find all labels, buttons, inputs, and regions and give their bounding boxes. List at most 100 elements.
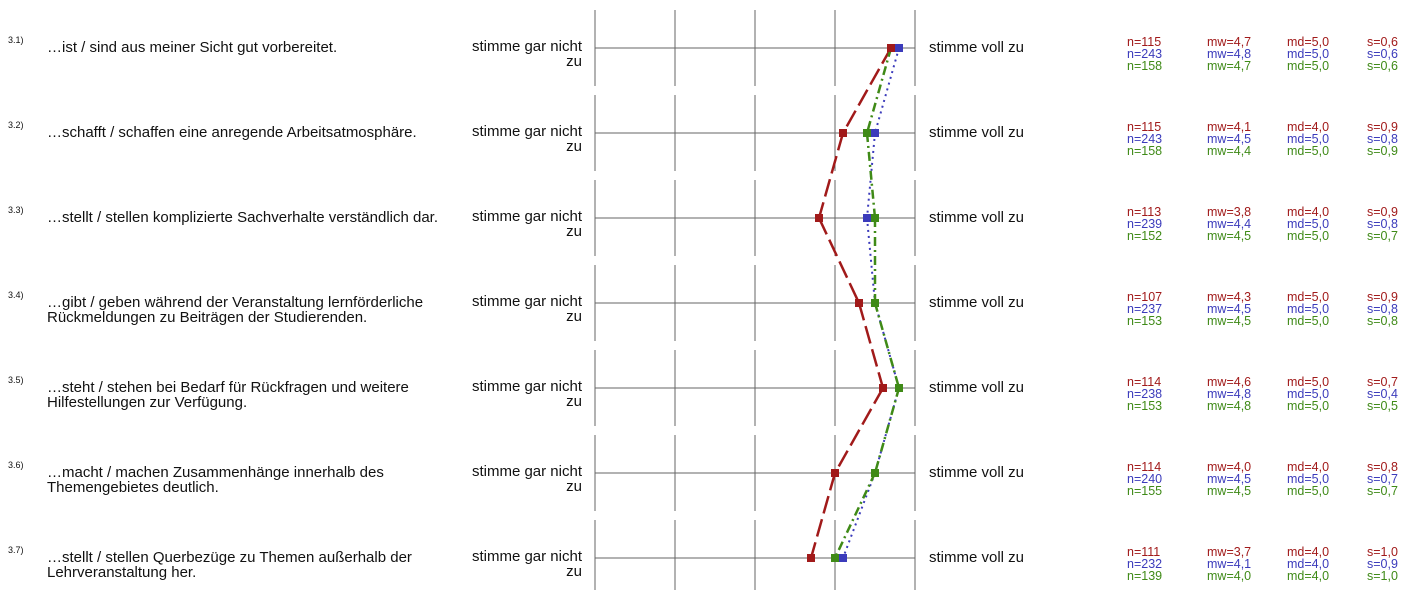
- stat-mw: mw=4,1: [1207, 557, 1252, 571]
- stat-mw: mw=4,7: [1207, 35, 1252, 49]
- series-1-point: [815, 214, 823, 222]
- scale-right-label: stimme voll zu: [929, 549, 1025, 566]
- stats-line-3: n=139 mw=4,0 md=4,0 s=1,0: [1127, 569, 1407, 583]
- series-1-point: [855, 299, 863, 307]
- stats-line-2: n=240 mw=4,5 md=5,0 s=0,7: [1127, 472, 1407, 486]
- scale-right-label: stimme voll zu: [929, 464, 1025, 481]
- stat-s: s=0,8: [1367, 302, 1398, 316]
- stat-n: n=240: [1127, 472, 1163, 486]
- question-number: 3.2): [8, 120, 24, 130]
- series-3-point: [871, 214, 879, 222]
- stat-s: s=0,5: [1367, 399, 1398, 413]
- scale-left-label: stimme gar nicht zu: [471, 378, 582, 410]
- stat-md: md=5,0: [1287, 290, 1330, 304]
- stat-s: s=1,0: [1367, 569, 1398, 583]
- series-markers: [807, 44, 903, 562]
- stat-n: n=114: [1127, 460, 1162, 474]
- series-3-segment: [833, 472, 877, 559]
- stat-n: n=232: [1127, 557, 1163, 571]
- scale-left-label: stimme gar nicht zu: [471, 548, 582, 580]
- series-3-segment: [873, 387, 901, 474]
- stat-n: n=239: [1127, 217, 1163, 231]
- stat-n: n=155: [1127, 484, 1163, 498]
- question-number: 3.3): [8, 205, 24, 215]
- question-text: …steht / stehen bei Bedarf für Rückfrage…: [47, 379, 409, 411]
- stat-md: md=5,0: [1287, 399, 1330, 413]
- scale-right-label: stimme voll zu: [929, 209, 1025, 226]
- stat-md: md=4,0: [1287, 557, 1330, 571]
- stat-n: n=115: [1127, 35, 1162, 49]
- stat-mw: mw=4,5: [1207, 229, 1252, 243]
- stat-mw: mw=4,0: [1207, 569, 1252, 583]
- series-lines: [809, 47, 901, 559]
- series-2-point: [863, 214, 871, 222]
- series-3-segment: [865, 47, 893, 134]
- stats-line-2: n=237 mw=4,5 md=5,0 s=0,8: [1127, 302, 1407, 316]
- series-1-point: [879, 384, 887, 392]
- series-1-point: [831, 469, 839, 477]
- stats-line-1: n=111 mw=3,7 md=4,0 s=1,0: [1127, 545, 1407, 559]
- stats-line-1: n=107 mw=4,3 md=5,0 s=0,9: [1127, 290, 1407, 304]
- series-2-segment: [874, 47, 900, 134]
- stats-line-1: n=114 mw=4,0 md=4,0 s=0,8: [1127, 460, 1407, 474]
- series-3-point: [863, 129, 871, 137]
- stat-n: n=153: [1127, 314, 1163, 328]
- series-1-segment: [809, 472, 837, 559]
- stat-md: md=4,0: [1287, 460, 1330, 474]
- question-number: 3.6): [8, 460, 24, 470]
- stat-mw: mw=4,0: [1207, 460, 1252, 474]
- stat-md: md=4,0: [1287, 120, 1330, 134]
- stats-line-1: n=113 mw=3,8 md=4,0 s=0,9: [1127, 205, 1407, 219]
- stat-s: s=0,9: [1367, 120, 1398, 134]
- question-number: 3.4): [8, 290, 24, 300]
- series-3-point: [895, 384, 903, 392]
- stat-s: s=0,9: [1367, 144, 1398, 158]
- question-text: …stellt / stellen komplizierte Sachverha…: [47, 209, 439, 226]
- stat-mw: mw=4,5: [1207, 132, 1252, 146]
- stat-mw: mw=4,1: [1207, 120, 1252, 134]
- scale-left-label: stimme gar nicht zu: [471, 293, 582, 325]
- stats-line-2: n=238 mw=4,8 md=5,0 s=0,4: [1127, 387, 1407, 401]
- scale-left-label: stimme gar nicht zu: [471, 463, 582, 495]
- stat-md: md=4,0: [1287, 205, 1330, 219]
- stat-s: s=0,9: [1367, 290, 1398, 304]
- stat-md: md=4,0: [1287, 569, 1330, 583]
- series-1-point: [807, 554, 815, 562]
- stat-md: md=5,0: [1287, 472, 1330, 486]
- stat-md: md=5,0: [1287, 47, 1330, 61]
- series-2-segment: [874, 387, 900, 474]
- stat-md: md=4,0: [1287, 545, 1330, 559]
- stats-line-3: n=153 mw=4,5 md=5,0 s=0,8: [1127, 314, 1407, 328]
- series-2-segment: [866, 217, 876, 304]
- stat-n: n=152: [1127, 229, 1163, 243]
- stats-line-1: n=115 mw=4,1 md=4,0 s=0,9: [1127, 120, 1407, 134]
- scale-left-label: stimme gar nicht zu: [471, 208, 582, 240]
- stat-mw: mw=4,5: [1207, 484, 1252, 498]
- stat-mw: mw=4,4: [1207, 144, 1252, 158]
- stat-md: md=5,0: [1287, 387, 1330, 401]
- stat-s: s=0,7: [1367, 472, 1398, 486]
- stat-s: s=0,6: [1367, 47, 1398, 61]
- stat-s: s=0,8: [1367, 132, 1398, 146]
- stat-md: md=5,0: [1287, 144, 1330, 158]
- stats-line-2: n=239 mw=4,4 md=5,0 s=0,8: [1127, 217, 1407, 231]
- series-3-point: [831, 554, 839, 562]
- series-1-segment: [817, 132, 845, 219]
- series-1-point: [887, 44, 895, 52]
- scale-left-label: stimme gar nicht zu: [471, 38, 582, 70]
- scale-grid: [594, 10, 916, 590]
- stats-line-3: n=158 mw=4,7 md=5,0 s=0,6: [1127, 59, 1407, 73]
- stat-n: n=243: [1127, 132, 1163, 146]
- stats-line-2: n=243 mw=4,8 md=5,0 s=0,6: [1127, 47, 1407, 61]
- question-text: …ist / sind aus meiner Sicht gut vorbere…: [47, 39, 338, 56]
- stat-mw: mw=4,5: [1207, 302, 1252, 316]
- stat-s: s=0,6: [1367, 35, 1398, 49]
- stat-s: s=0,6: [1367, 59, 1398, 73]
- stat-md: md=5,0: [1287, 35, 1330, 49]
- stat-md: md=5,0: [1287, 217, 1330, 231]
- stat-n: n=238: [1127, 387, 1163, 401]
- stat-s: s=0,8: [1367, 217, 1398, 231]
- stat-mw: mw=4,7: [1207, 59, 1252, 73]
- stat-mw: mw=4,4: [1207, 217, 1252, 231]
